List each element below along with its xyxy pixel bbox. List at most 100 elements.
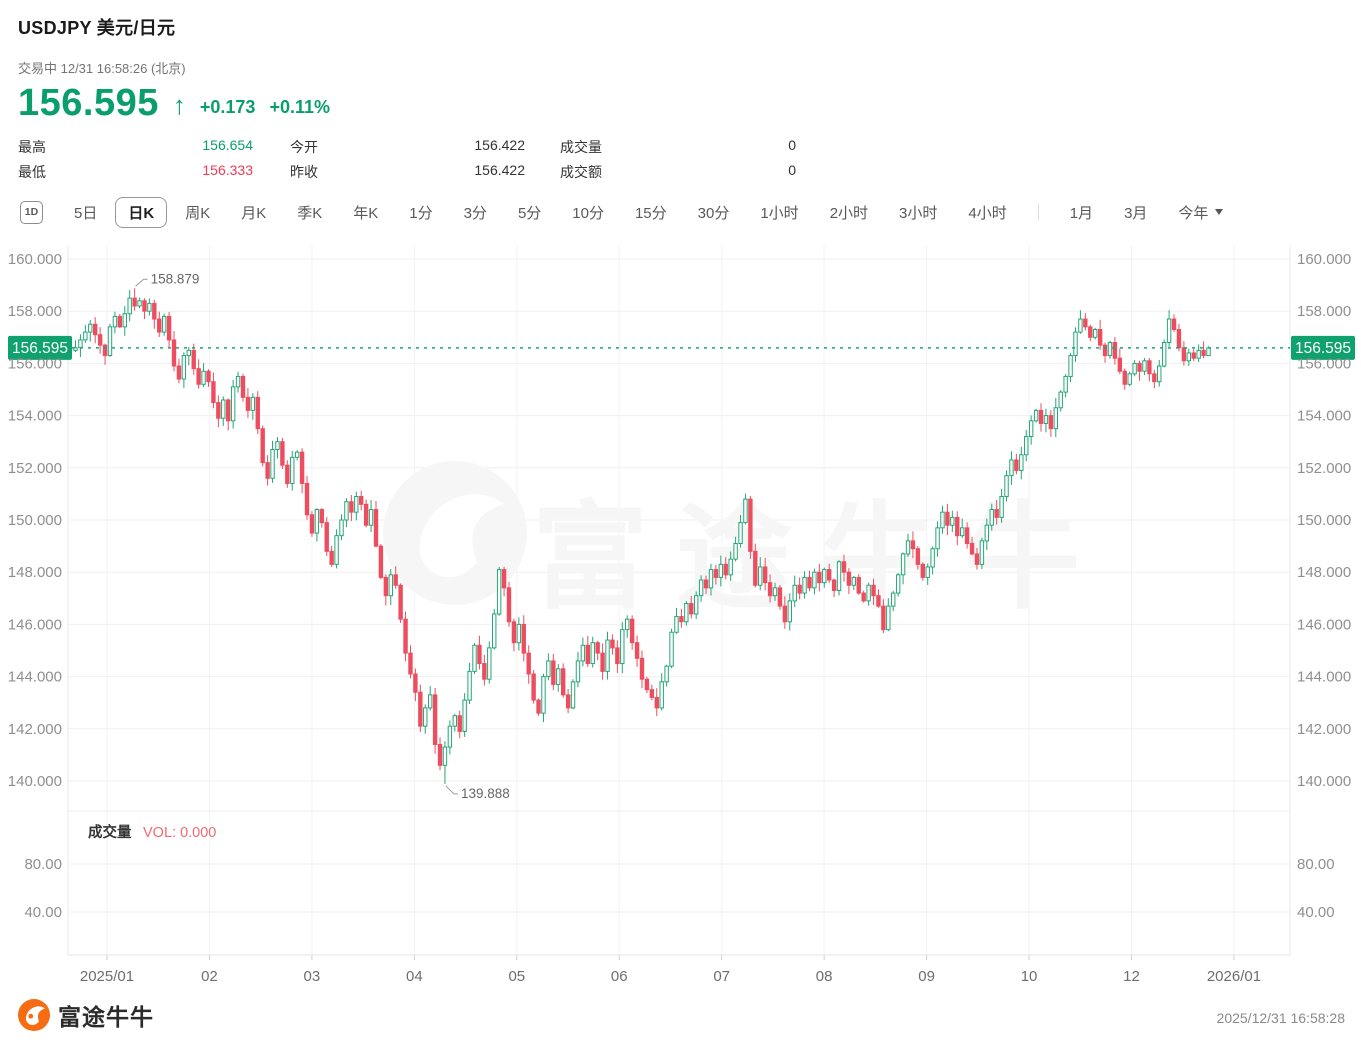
candle-body [511,621,517,644]
price-axis-label-right: 156.000 [1297,355,1351,372]
candle-body [413,673,418,693]
candle-body [299,451,305,484]
volume-axis-label-left: 80.00 [24,856,62,873]
candle-body [807,576,812,589]
candle-body [856,576,861,594]
candle-body [102,344,108,357]
candle-body [772,587,778,597]
x-axis-label: 05 [508,968,525,985]
timeframe-tab[interactable]: 15分 [634,204,667,222]
candle-body [88,323,93,333]
candle-body [767,582,773,597]
timeframe-tab[interactable]: 5分 [517,204,542,222]
candle-body [989,509,994,526]
stat-value: 0 [788,162,796,178]
chart-type-1d-icon[interactable]: 1D [20,200,43,224]
candle-body [876,595,881,607]
x-axis-label: 2025/01 [80,968,134,985]
timeframe-tab[interactable]: 周K [185,204,211,222]
price-axis-label-right: 150.000 [1297,512,1351,529]
candle-body [314,509,320,534]
price-axis-label-right: 154.000 [1297,408,1351,425]
candle-body [260,428,265,464]
candle-body [831,579,837,591]
timeframe-tab[interactable]: 月K [241,204,267,222]
candle-body [339,519,344,537]
candle-body [782,605,788,623]
candle-body [713,569,719,578]
candle-body [349,501,354,513]
candle-body [117,315,123,328]
price-axis-label-left: 158.000 [8,303,62,320]
price-change-pct: +0.11% [269,97,330,117]
candlestick-chart[interactable]: 富途牛牛 158.879 139.888 156.595 156.595 160.000 1… [0,245,1361,990]
candle-body [693,595,699,615]
candle-body [797,584,802,594]
candle-body [551,660,556,685]
low-annotation-label: 139.888 [461,786,510,801]
period-dropdown-label: 今年 [1178,204,1209,222]
timeframe-tab[interactable]: 年K [353,204,379,222]
candle-body [629,618,635,644]
candle-body [290,456,295,484]
timeframe-tab[interactable]: 1月 [1069,204,1094,222]
watermark-logo-swoosh [419,494,504,578]
candle-body [93,323,98,336]
candle-body [1191,352,1196,359]
x-axis-label: 12 [1123,968,1140,985]
candle-body [792,584,797,602]
timeframe-tab[interactable]: 2小时 [829,204,869,222]
timeframe-tab[interactable]: 30分 [697,204,730,222]
x-axis-label: 03 [304,968,321,985]
candle-body [886,605,891,631]
timeframe-tab[interactable]: 5日 [74,204,98,222]
current-price-tag-left [8,335,72,360]
candle-body [733,542,738,560]
candle-body [1004,475,1009,498]
candle-body [659,681,664,709]
candle-body [226,399,231,422]
current-price-tag-left-label: 156.595 [12,340,68,357]
timeframe-tab[interactable]: 4小时 [968,204,1007,222]
candle-body [447,725,453,748]
candle-body [945,511,950,526]
candle-body [738,522,743,544]
timeframe-tab[interactable]: 季K [297,204,323,222]
candle-body [644,678,650,691]
stat-label: 最高 [18,139,46,155]
candle-body [610,639,615,649]
timeframe-tab[interactable]: 3月 [1124,204,1148,222]
candle-body [1117,357,1123,372]
candle-body [940,511,945,529]
candle-body [625,618,630,631]
candle-body [802,576,807,594]
candle-body [1063,375,1068,393]
price-axis-label-left: 160.000 [8,251,62,268]
timeframe-tab[interactable]: 10分 [572,204,604,222]
timeframe-tab[interactable]: 日K [115,196,168,228]
candle-body [492,613,497,649]
period-dropdown[interactable]: 今年 [1178,202,1224,223]
candle-body [1176,328,1182,349]
candle-body [181,355,187,380]
brand-name: 富途牛牛 [58,1004,154,1030]
candle-body [979,540,985,565]
timeframe-tab[interactable]: 3分 [463,204,487,222]
candle-body [1014,459,1019,471]
candle-body [344,501,349,521]
candle-body [235,375,241,388]
timeframe-tab[interactable]: 1分 [409,204,433,222]
candle-body [191,349,196,370]
timeframe-tab[interactable]: 1小时 [760,204,799,222]
timeframe-tab[interactable]: 3小时 [899,204,938,222]
candle-body [186,349,192,357]
candle-body [324,522,329,552]
low-annotation-line [445,785,458,795]
candle-body [171,339,177,367]
candle-body [974,553,980,565]
candle-body [506,587,512,623]
stat-value: 0 [788,137,796,153]
watermark-logo-dot [430,527,452,549]
toolbar-divider [1037,204,1039,220]
candle-body [1152,373,1157,383]
